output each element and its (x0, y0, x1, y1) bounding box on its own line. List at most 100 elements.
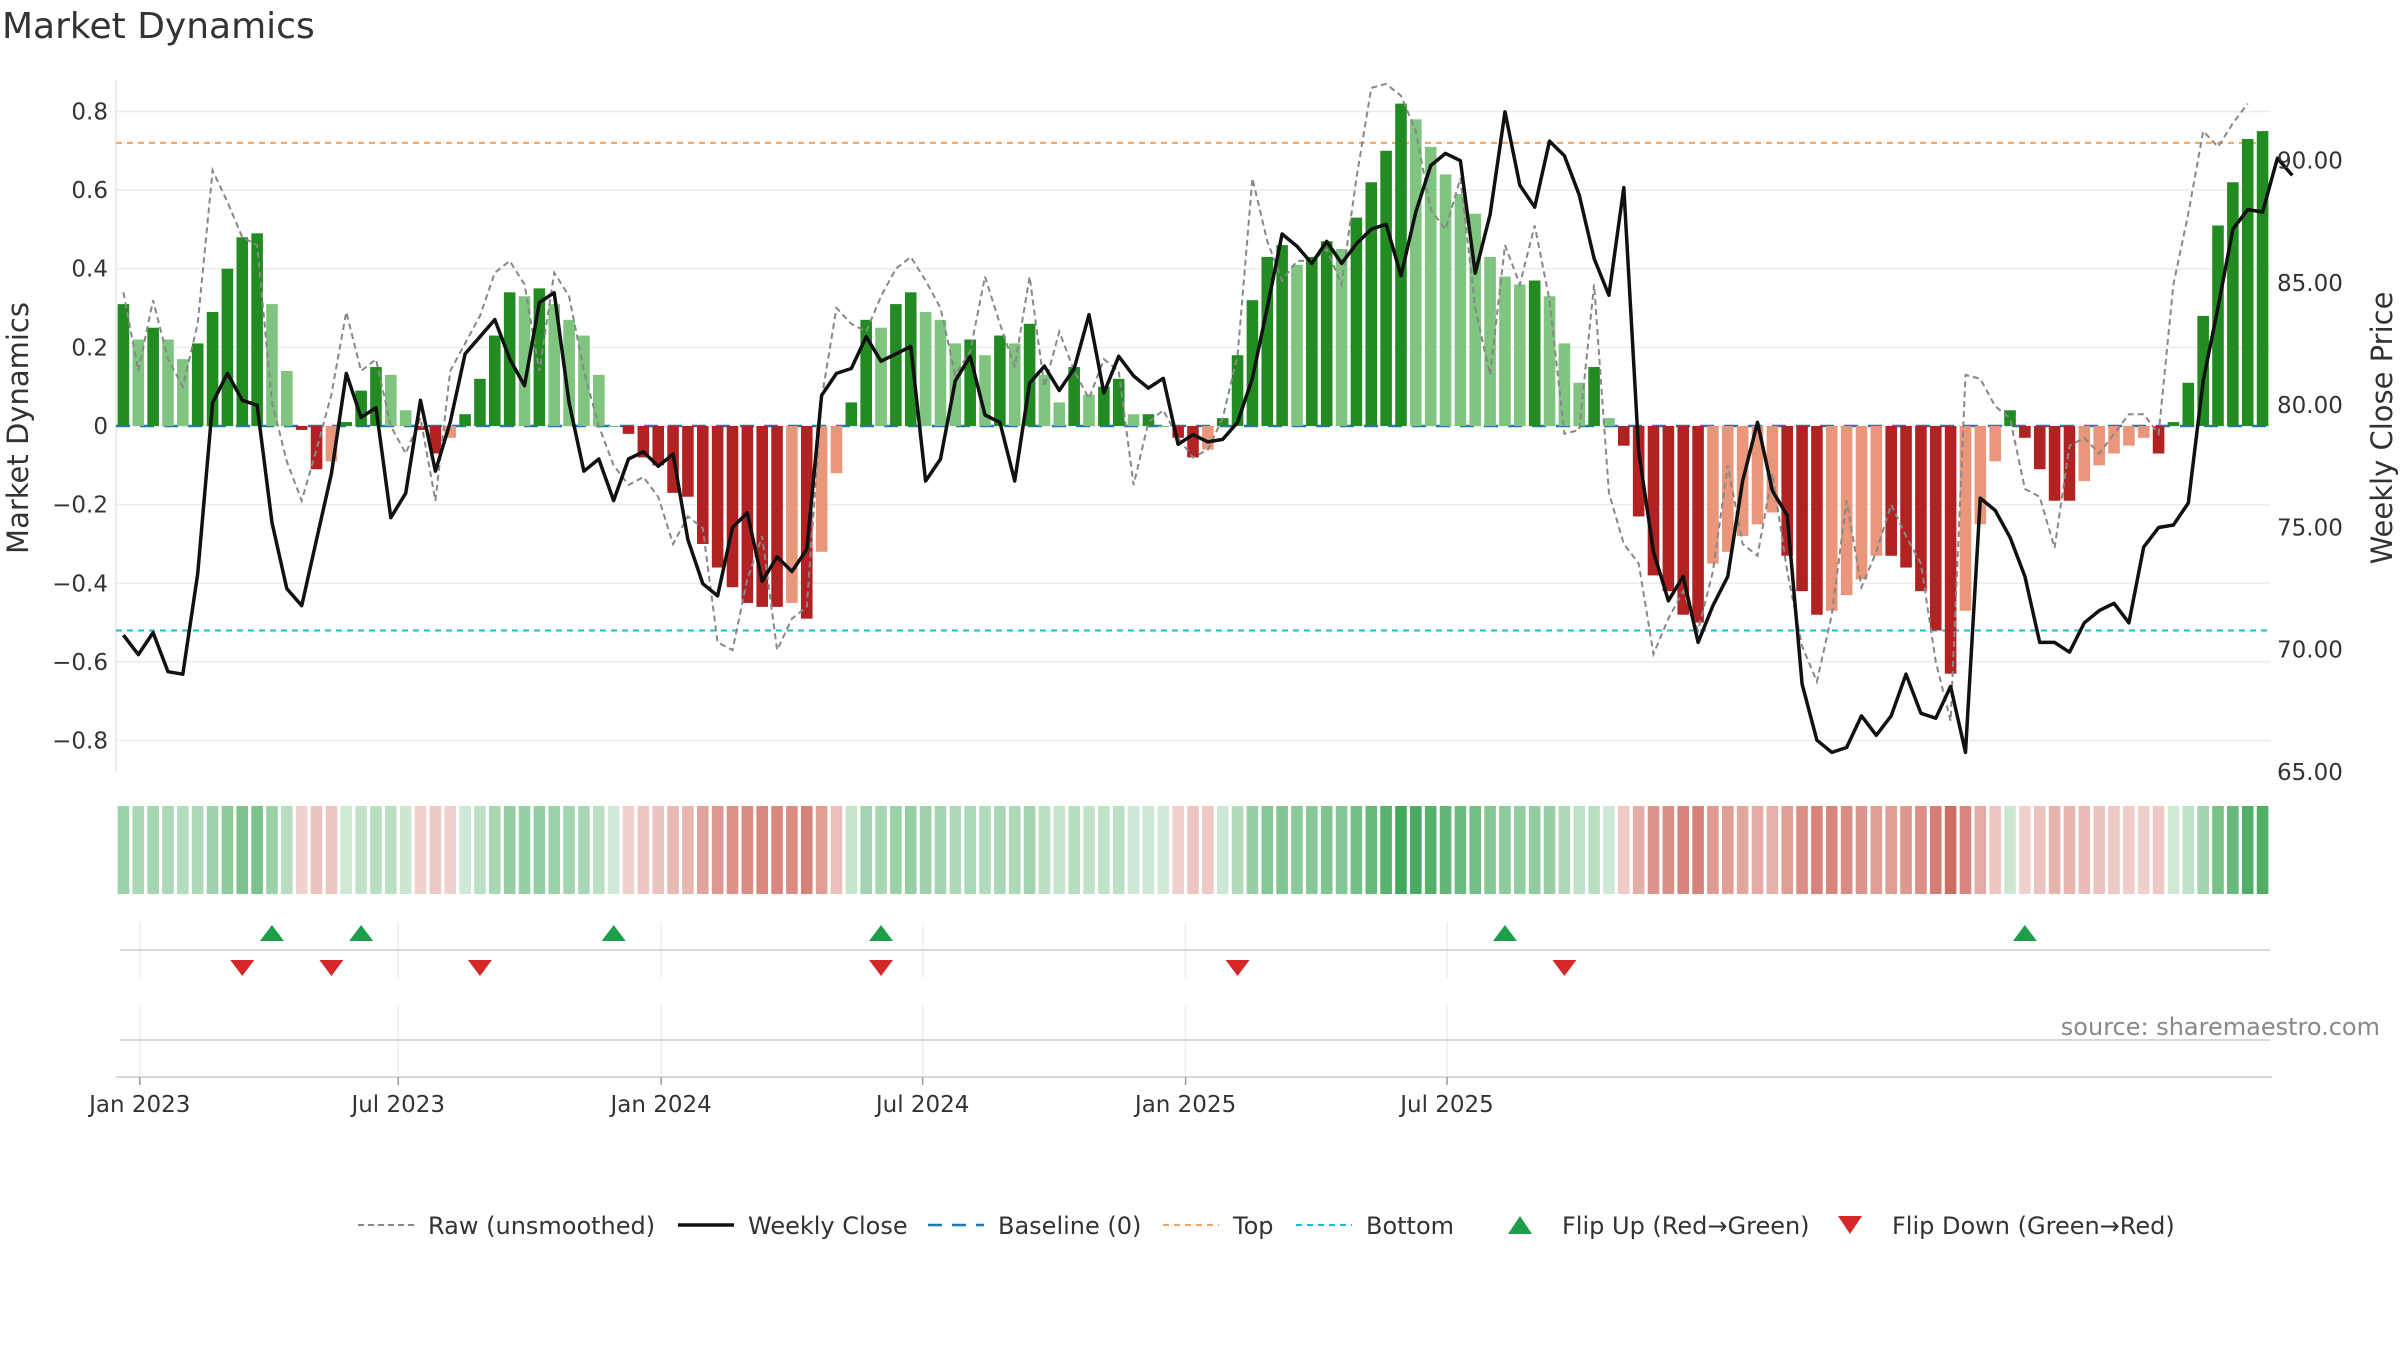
legend-label: Baseline (0) (998, 1212, 1141, 1240)
bar (1246, 300, 1259, 426)
bar (1469, 213, 1482, 426)
close-series (122, 110, 2294, 755)
strip-cell (206, 806, 219, 894)
strip-cell (295, 806, 308, 894)
strip-cell (503, 806, 516, 894)
bar (964, 339, 976, 426)
bar (1053, 402, 1066, 426)
strip-cell (1543, 806, 1556, 894)
bar (2063, 426, 2076, 501)
bar (1395, 103, 1407, 426)
strip-cell (1707, 806, 1719, 894)
strip-cell (355, 806, 367, 894)
strip-cell (726, 806, 739, 894)
legend: Raw (unsmoothed) Weekly Close Baseline (0)… (358, 1212, 2175, 1240)
strip-cell (518, 806, 531, 894)
bar (1647, 426, 1660, 576)
close-line (122, 110, 2294, 755)
bar (726, 426, 739, 588)
strip-cell (1365, 806, 1378, 894)
strip-cell (2256, 806, 2269, 894)
bar (548, 304, 561, 426)
strip-cell (2152, 806, 2165, 894)
color-strip (117, 806, 2269, 894)
strip-cell (563, 806, 575, 894)
bar (682, 426, 694, 497)
strip-cell (2182, 806, 2195, 894)
strip-cell (1944, 806, 1957, 894)
bar (117, 304, 130, 426)
bar (1008, 343, 1021, 426)
y2-tick-label: 65.00 (2277, 760, 2343, 786)
bar (1335, 249, 1348, 426)
bar (459, 414, 471, 426)
bar (845, 402, 858, 426)
strip-cell (2167, 806, 2180, 894)
bar (1959, 426, 1972, 611)
strip-cell (979, 806, 991, 894)
strip-cell (1231, 806, 1244, 894)
strip-cell (1306, 806, 1318, 894)
flip-up-marker (349, 925, 374, 941)
bar (994, 335, 1006, 426)
strip-cell (385, 806, 397, 894)
bar (1202, 426, 1214, 450)
bar (221, 268, 234, 426)
strip-cell (147, 806, 159, 894)
bar (652, 426, 665, 466)
strip-cell (1395, 806, 1407, 894)
strip-cell (1632, 806, 1645, 894)
legend-flip-up-swatch (1508, 1216, 1532, 1234)
bar (1083, 394, 1095, 426)
bar (1677, 426, 1690, 615)
strip-cell (1766, 806, 1779, 894)
strip-cell (1885, 806, 1897, 894)
strip-cell (1588, 806, 1600, 894)
raw-series (122, 82, 2249, 722)
bar (1231, 355, 1244, 426)
bar (191, 343, 204, 426)
bar (1944, 426, 1957, 674)
bar (2019, 426, 2031, 438)
bar (1573, 382, 1586, 426)
bar (206, 311, 219, 426)
y-tick-label: 0.2 (71, 335, 108, 361)
strip-cell (1721, 806, 1734, 894)
strip-cell (1276, 806, 1288, 894)
bar (1870, 426, 1883, 556)
strip-cell (786, 806, 798, 894)
strip-cell (191, 806, 204, 894)
bar (444, 426, 457, 438)
bar (1424, 146, 1437, 426)
strip-cell (830, 806, 843, 894)
bar (1855, 426, 1868, 580)
strip-cell (1410, 806, 1422, 894)
bar (771, 426, 783, 607)
strip-cell (637, 806, 650, 894)
y2-tick-label: 75.00 (2277, 515, 2343, 541)
strip-cell (1068, 806, 1080, 894)
bar (1157, 426, 1170, 427)
bar (2197, 315, 2209, 426)
y-tick-label: 0 (93, 414, 108, 440)
strip-cell (1974, 806, 1987, 894)
bar (1796, 426, 1808, 592)
bar (2108, 426, 2120, 454)
bar (295, 426, 308, 430)
y-axis-ticks: 0.8 0.6 0.4 0.2 0 −0.2 −0.4 −0.6 −0.8 (52, 99, 108, 754)
strip-cell (2063, 806, 2076, 894)
bar (2167, 422, 2180, 426)
strip-cell (340, 806, 353, 894)
strip-cell (919, 806, 932, 894)
bar (132, 339, 145, 426)
legend-label: Raw (unsmoothed) (428, 1212, 655, 1240)
bar (251, 233, 263, 426)
strip-cell (652, 806, 665, 894)
legend-label: Flip Up (Red→Green) (1562, 1212, 1810, 1240)
strip-cell (875, 806, 887, 894)
bar (934, 319, 947, 426)
bar (2256, 131, 2269, 426)
strip-cell (2033, 806, 2046, 894)
strip-cell (1053, 806, 1066, 894)
bar (1291, 264, 1303, 426)
